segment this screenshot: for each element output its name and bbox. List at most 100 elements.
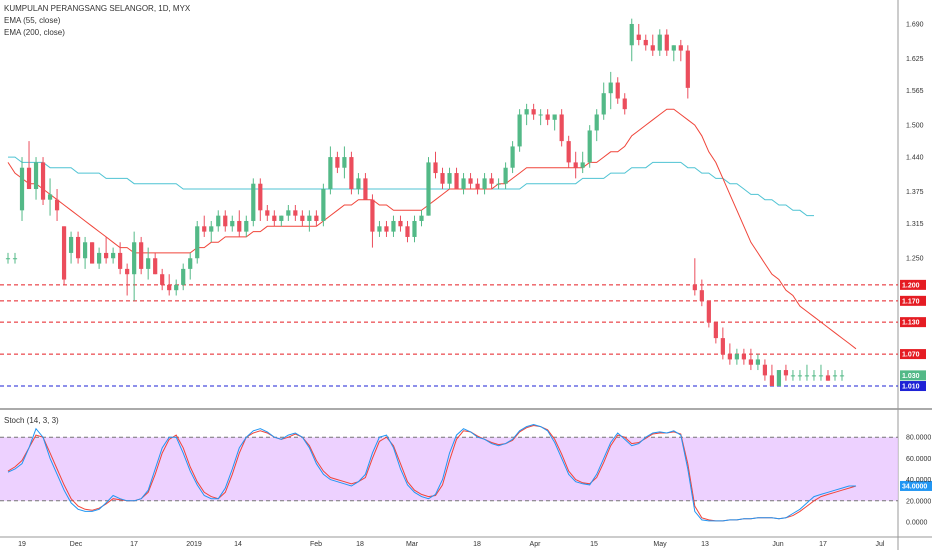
candle-body <box>181 268 186 285</box>
stoch-last-label: 34.0000 <box>902 483 927 490</box>
candle-body <box>811 375 817 377</box>
candle-body <box>132 242 137 275</box>
candle-body <box>594 114 599 131</box>
x-tick-label: 19 <box>18 541 26 548</box>
candle-body <box>202 226 207 232</box>
candle-body <box>349 157 354 190</box>
candle-body <box>258 183 263 211</box>
price-tick-label: 1.500 <box>906 123 924 130</box>
x-tick-label: Feb <box>310 541 322 548</box>
candle-body <box>174 284 179 291</box>
candle-body <box>391 220 396 232</box>
candle-body <box>195 226 200 259</box>
legend: KUMPULAN PERANGSANG SELANGOR, 1D, MYX EM… <box>4 3 190 39</box>
candle-body <box>608 82 613 94</box>
candle-body <box>503 167 508 184</box>
x-tick-label: 14 <box>234 541 242 548</box>
candle-body <box>531 109 536 115</box>
candle-body <box>762 364 768 376</box>
candle-body <box>279 215 284 221</box>
ema55-legend: EMA (55, close) <box>4 16 61 25</box>
candle-body <box>5 258 11 260</box>
stochastic-panel: 34.0000 <box>0 423 932 522</box>
candle-body <box>832 375 838 377</box>
candle-body <box>286 210 291 216</box>
candle-body <box>636 34 641 40</box>
level-tag <box>900 295 926 306</box>
candle-body <box>223 215 228 227</box>
candle-body <box>153 258 158 275</box>
candle-body <box>706 300 711 323</box>
candle-body <box>643 39 648 46</box>
candle-body <box>342 157 347 168</box>
candle-body <box>741 354 746 360</box>
x-tick-label: 17 <box>819 541 827 548</box>
candle-body <box>454 173 459 190</box>
candle-body <box>216 215 221 227</box>
candle-body <box>19 167 25 211</box>
candle-body <box>419 215 424 221</box>
candle-body <box>398 220 403 227</box>
candle-body <box>265 210 270 216</box>
candle-body <box>61 226 67 280</box>
ema200-line <box>8 156 814 217</box>
candle-body <box>776 370 782 387</box>
candle-body <box>272 215 277 221</box>
candle-body <box>12 258 18 260</box>
ema55-series <box>7 108 857 350</box>
level-tag <box>900 349 926 360</box>
x-tick-label: Apr <box>530 541 542 548</box>
candle-body <box>370 199 375 232</box>
stoch-tick-label: 20.0000 <box>906 498 931 505</box>
candle-body <box>328 157 333 190</box>
candlestick-series <box>5 18 845 387</box>
candle-body <box>545 114 550 120</box>
candle-body <box>75 236 81 259</box>
candle-body <box>160 274 165 285</box>
stoch-last-tag <box>900 480 932 491</box>
candle-body <box>40 162 46 200</box>
candle-body <box>111 252 116 259</box>
candle-body <box>839 375 845 377</box>
price-tick-label: 1.250 <box>906 256 924 263</box>
candle-body <box>167 284 172 291</box>
candle-body <box>82 242 88 259</box>
candle-body <box>118 252 123 269</box>
stoch-k-line <box>7 423 856 522</box>
x-tick-label: 17 <box>130 541 138 548</box>
ema200-legend: EMA (200, close) <box>4 28 65 37</box>
level-tag-label: 1.200 <box>902 282 920 289</box>
stoch-tick-label: 40.0000 <box>906 477 931 484</box>
price-tick-label: 1.315 <box>906 221 924 228</box>
x-tick-label: 2019 <box>186 541 202 548</box>
candle-body <box>468 178 473 184</box>
x-tick-label: Mar <box>406 541 419 548</box>
last-price-label: 1.030 <box>902 373 920 380</box>
candle-body <box>622 98 627 110</box>
candle-body <box>300 215 305 221</box>
level-tag <box>900 279 926 290</box>
x-tick-label: Jul <box>876 541 885 548</box>
candle-body <box>587 130 592 163</box>
candle-body <box>538 114 543 116</box>
candle-body <box>139 242 144 269</box>
x-tick-label: Dec <box>70 541 83 548</box>
x-tick-label: Jun <box>772 541 783 548</box>
candle-body <box>720 338 725 355</box>
candle-body <box>356 178 361 190</box>
candle-body <box>650 45 655 51</box>
stoch-legend: Stoch (14, 3, 3) <box>4 416 59 425</box>
candle-body <box>384 226 389 232</box>
candle-body <box>251 183 256 221</box>
level-tag <box>900 381 926 392</box>
horizontal-levels[interactable]: 1.200 1.170 1.130 1.070 1.010 1.030 <box>0 279 926 392</box>
candle-body <box>230 220 235 227</box>
candle-body <box>244 220 249 232</box>
candle-body <box>678 45 683 51</box>
price-tick-label: 1.690 <box>906 21 924 28</box>
candle-body <box>734 354 739 360</box>
candle-body <box>601 93 606 115</box>
candle-body <box>727 354 732 360</box>
candle-body <box>188 258 193 269</box>
